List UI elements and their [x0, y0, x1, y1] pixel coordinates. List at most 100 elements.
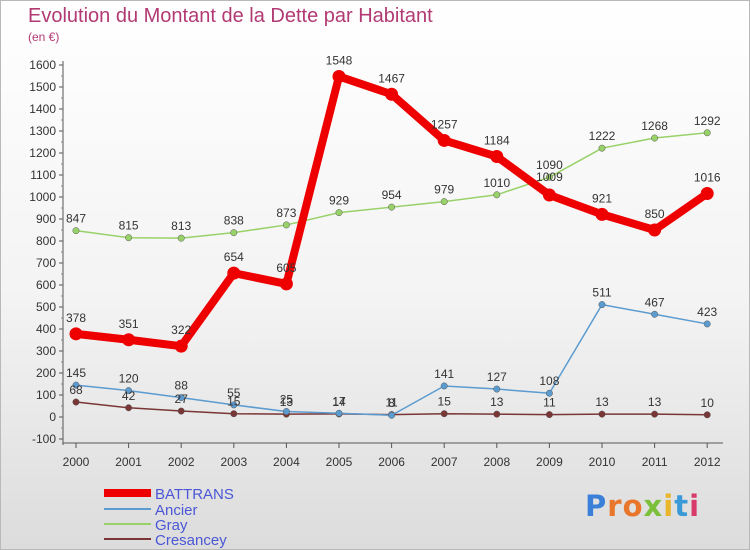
data-point-ancier: [72, 381, 80, 389]
data-point-ancier: [177, 394, 185, 402]
series-line-battrans: [72, 72, 712, 351]
data-point-ancier: [545, 389, 553, 397]
x-tick-label: 2010: [589, 455, 616, 469]
x-tick-label: 2008: [483, 455, 510, 469]
proxiti-logo: Proxiti: [585, 489, 700, 523]
data-label-cresancey: 10: [701, 396, 715, 410]
y-tick-label: 1500: [29, 80, 56, 94]
data-point-battrans: [595, 207, 609, 221]
data-label-cresancey: 14: [332, 395, 346, 409]
data-label-battrans: 850: [645, 207, 665, 221]
data-point-cresancey: [703, 411, 711, 419]
data-label-ancier: 17: [332, 394, 346, 408]
data-point-cresancey: [72, 398, 80, 406]
data-point-cresancey: [598, 410, 606, 418]
logo-letter: o: [622, 489, 644, 523]
data-label-gray: 954: [382, 188, 402, 202]
data-point-gray: [125, 234, 133, 242]
data-label-gray: 979: [434, 183, 454, 197]
data-label-cresancey: 15: [227, 395, 241, 409]
data-label-battrans: 322: [171, 323, 191, 337]
data-label-gray: 1222: [589, 129, 616, 143]
data-point-ancier: [335, 409, 343, 417]
y-tick-label: 1600: [29, 58, 56, 72]
y-tick-label: 1200: [29, 146, 56, 160]
data-label-battrans: 1009: [536, 170, 563, 184]
y-tick-label: 400: [36, 322, 56, 336]
data-label-ancier: 423: [697, 305, 717, 319]
data-label-gray: 813: [171, 219, 191, 233]
y-tick-label: 600: [36, 278, 56, 292]
data-label-ancier: 108: [539, 374, 559, 388]
data-point-ancier: [493, 385, 501, 393]
data-label-gray: 873: [276, 206, 296, 220]
data-label-battrans: 1184: [484, 134, 510, 148]
logo-letter: x: [643, 489, 664, 523]
data-point-battrans: [648, 223, 662, 237]
y-tick-label: 200: [36, 366, 56, 380]
logo-letter: P: [585, 489, 608, 523]
y-tick-label: 0: [49, 410, 56, 424]
data-point-cresancey: [651, 410, 659, 418]
data-label-battrans: 1257: [431, 117, 458, 131]
x-tick-label: 2001: [115, 455, 142, 469]
data-label-battrans: 378: [66, 311, 86, 325]
y-tick-label: -100: [32, 432, 56, 446]
data-point-battrans: [279, 277, 293, 291]
data-label-battrans: 605: [276, 261, 296, 275]
data-label-cresancey: 13: [595, 395, 609, 409]
data-label-ancier: 141: [434, 367, 454, 381]
legend-label-ancier: Ancier: [155, 502, 198, 519]
data-label-cresancey: 42: [122, 389, 136, 403]
data-label-battrans: 654: [224, 250, 244, 264]
data-point-battrans: [174, 339, 188, 353]
y-tick-label: 800: [36, 234, 56, 248]
x-tick-label: 2002: [168, 455, 195, 469]
data-point-ancier: [440, 382, 448, 390]
legend-label-cresancey: Cresancey: [155, 532, 227, 549]
data-label-battrans: 921: [592, 191, 612, 205]
y-tick-label: 1300: [29, 124, 56, 138]
data-label-battrans: 1016: [694, 170, 721, 184]
data-label-cresancey: 13: [648, 395, 662, 409]
data-label-ancier: 88: [175, 379, 189, 393]
logo-letter: t: [674, 489, 690, 523]
data-point-gray: [545, 173, 553, 181]
data-point-gray: [335, 209, 343, 217]
data-point-ancier: [651, 310, 659, 318]
data-label-gray: 1010: [483, 176, 510, 190]
data-label-gray: 1268: [641, 119, 668, 133]
data-label-ancier: 8: [388, 396, 395, 410]
data-label-cresancey: 27: [175, 392, 189, 406]
data-point-ancier: [598, 301, 606, 309]
data-label-ancier: 120: [119, 372, 139, 386]
data-point-battrans: [332, 69, 346, 83]
data-point-cresancey: [545, 411, 553, 419]
data-label-ancier: 145: [66, 366, 86, 380]
x-tick-label: 2009: [536, 455, 563, 469]
chart-subtitle: (en €): [28, 30, 60, 44]
legend-label-battrans: BATTRANS: [155, 486, 234, 503]
legend-label-gray: Gray: [155, 517, 188, 534]
data-point-gray: [230, 229, 238, 237]
data-point-cresancey: [177, 407, 185, 415]
data-point-battrans: [122, 333, 136, 347]
x-tick-label: 2000: [63, 455, 90, 469]
data-label-cresancey: 15: [438, 395, 452, 409]
x-tick-label: 2003: [220, 455, 247, 469]
x-tick-label: 2011: [642, 455, 668, 469]
data-point-ancier: [282, 408, 290, 415]
data-point-ancier: [125, 387, 133, 395]
data-label-cresancey: 68: [69, 383, 83, 397]
data-point-gray: [282, 221, 290, 229]
data-label-battrans: 351: [119, 317, 139, 331]
data-point-battrans: [385, 87, 399, 101]
data-point-gray: [388, 203, 396, 211]
data-label-cresancey: 11: [385, 396, 398, 410]
data-label-ancier: 25: [280, 393, 294, 407]
data-label-cresancey: 13: [280, 395, 294, 409]
y-tick-label: 300: [36, 344, 56, 358]
data-point-gray: [72, 227, 80, 235]
